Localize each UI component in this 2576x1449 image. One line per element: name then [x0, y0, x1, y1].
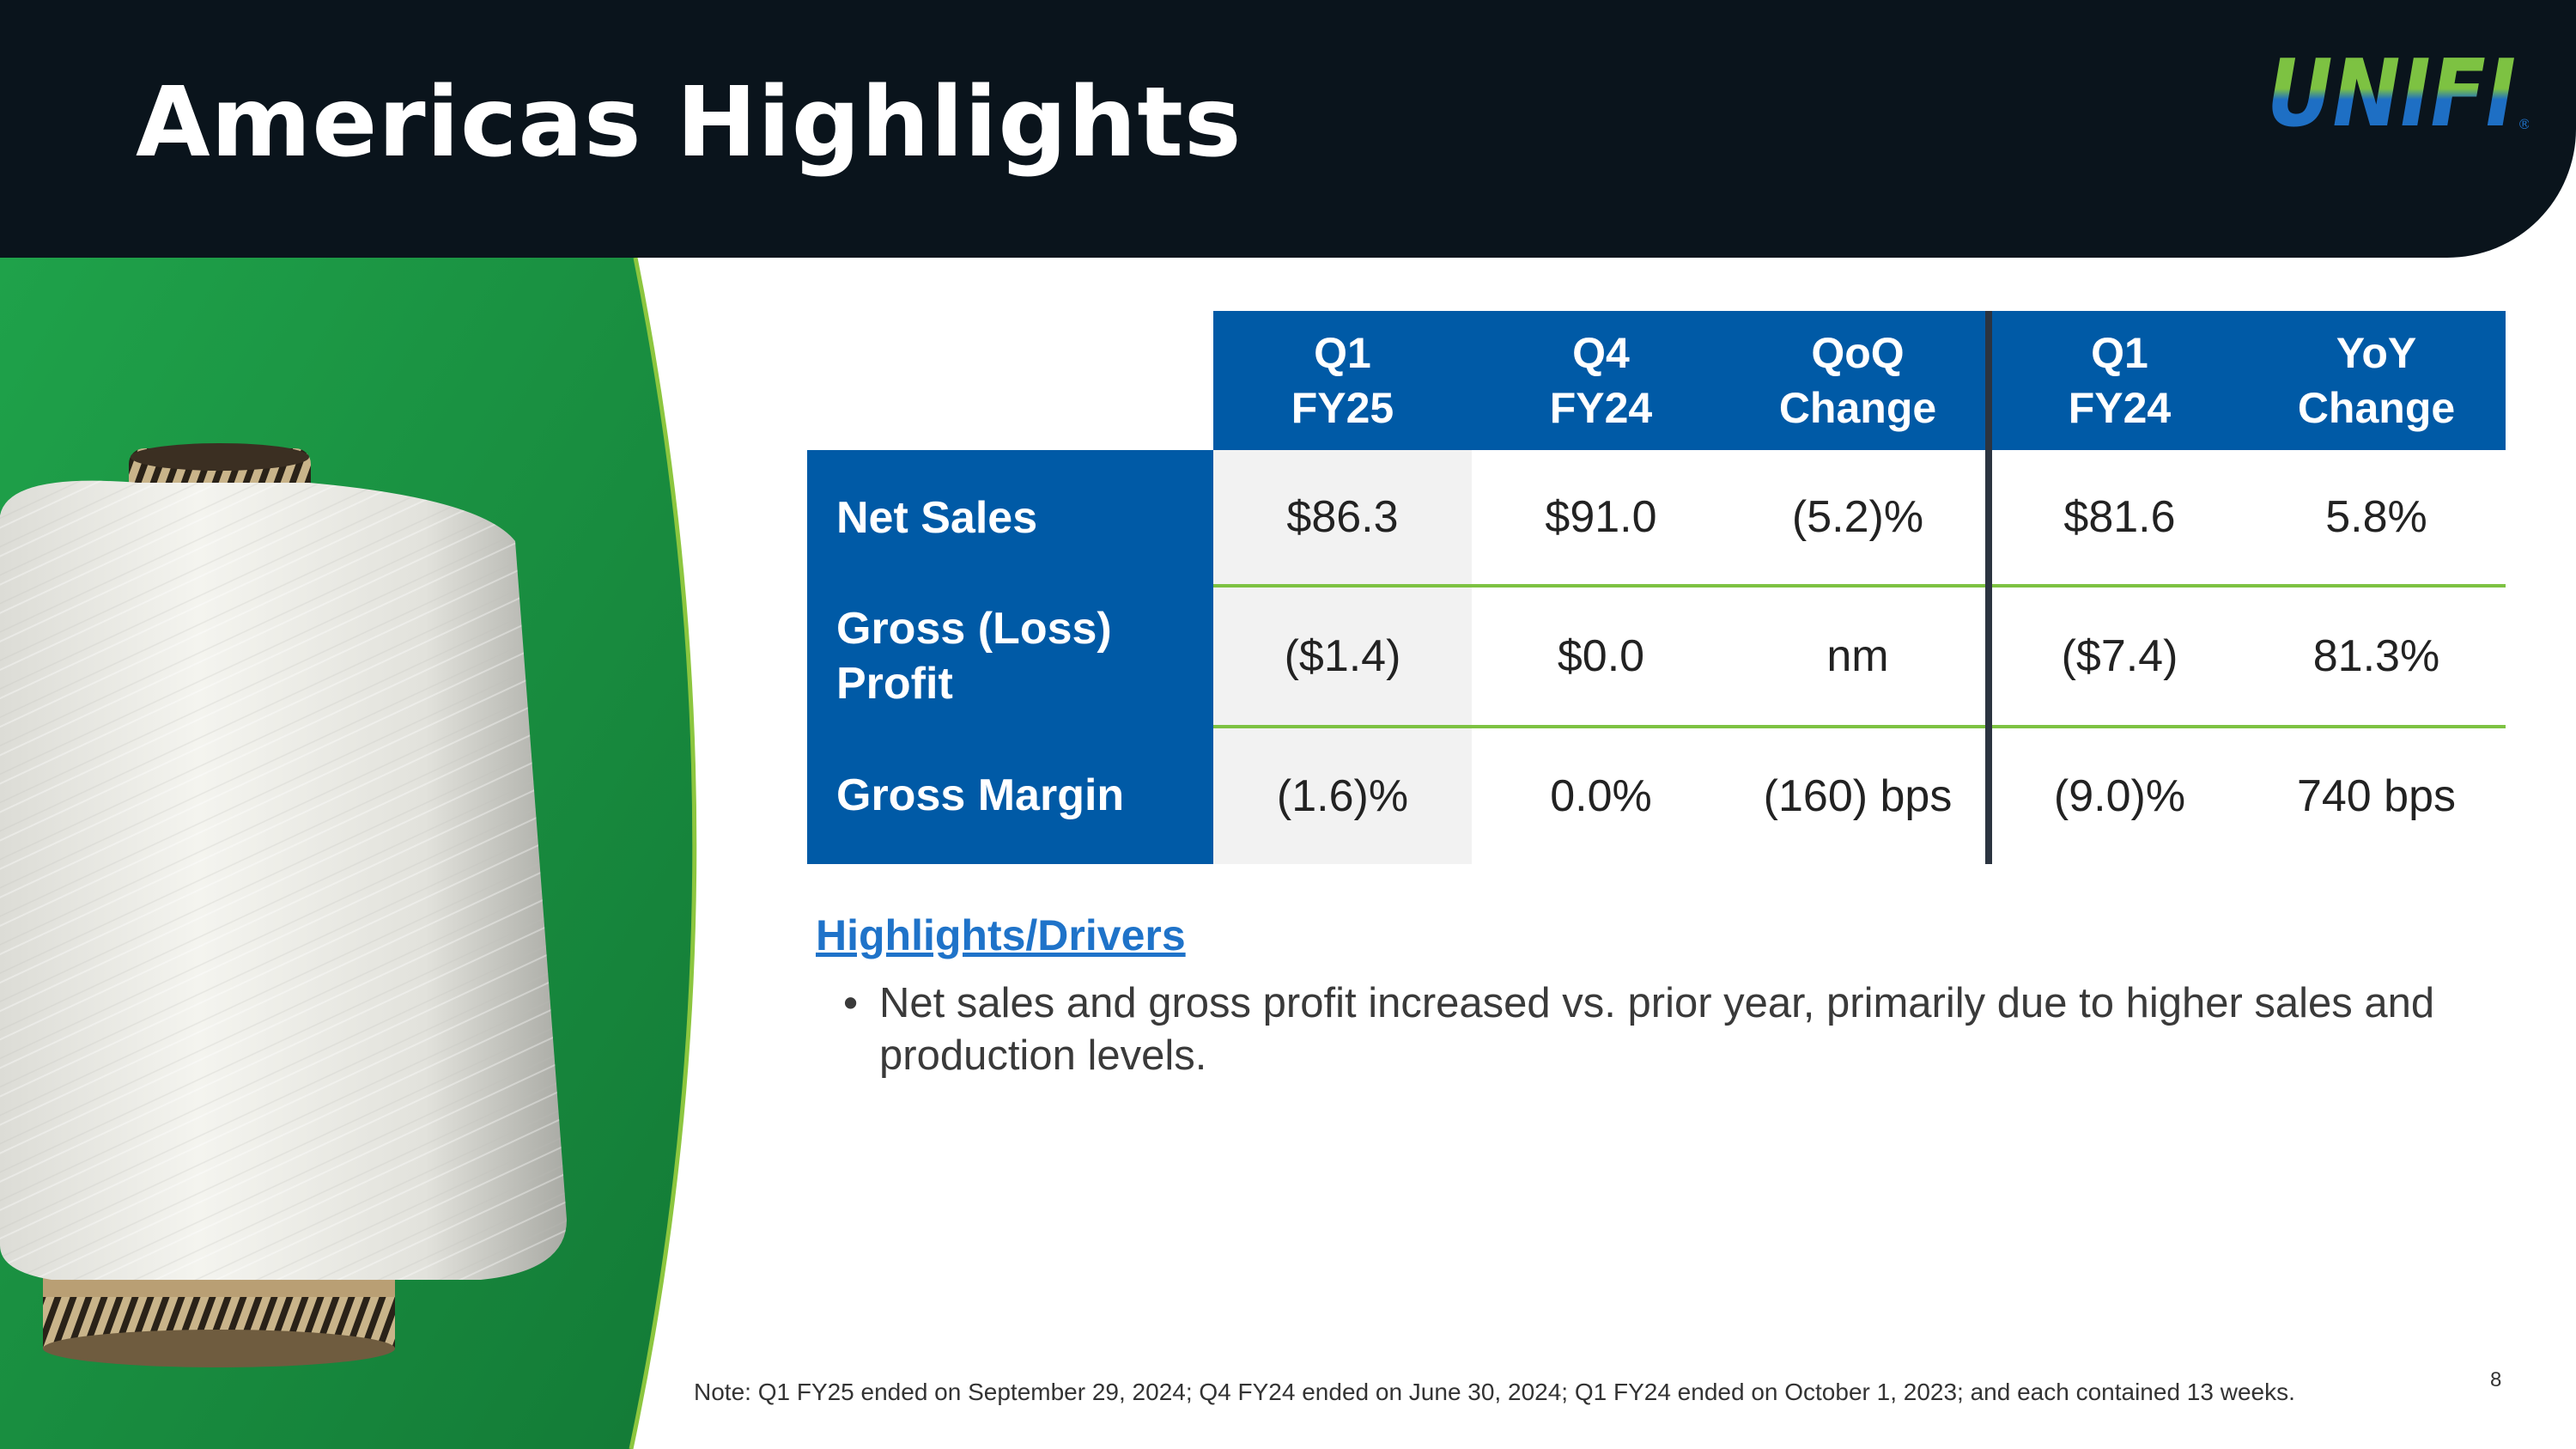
table-cell: (9.0)%	[1985, 727, 2247, 864]
table-cell: 81.3%	[2247, 586, 2506, 728]
row-label: Net Sales	[807, 450, 1213, 586]
column-header: Q1 FY24	[1985, 311, 2247, 450]
table-corner	[807, 311, 1213, 450]
table-cell: (5.2)%	[1730, 450, 1989, 588]
page-title: Americas Highlights	[136, 67, 1242, 179]
bullet-text: Net sales and gross profit increased vs.…	[879, 980, 2435, 1079]
financial-table: Q1 FY25 Q4 FY24 QoQ Change Q1 FY24 YoY Change…	[807, 311, 2506, 864]
table-cell: 740 bps	[2296, 771, 2457, 821]
table-cell: (1.6)%	[1213, 727, 1472, 864]
table-cell: (160) bps	[1763, 771, 1953, 821]
table-cell: $91.0	[1472, 450, 1730, 588]
table-row: Gross (Loss) Profit ($1.4) $0.0 nm ($7.4)…	[807, 586, 2506, 728]
table-cell: $0.0	[1472, 586, 1730, 728]
table-cell: ($1.4)	[1213, 586, 1472, 728]
drivers-heading-link[interactable]: Highlights/Drivers	[816, 911, 1186, 959]
logo-wordmark: UNIFI	[2267, 45, 2516, 135]
table-cell: $86.3	[1213, 450, 1472, 588]
page-number: 8	[2490, 1368, 2502, 1391]
yarn-spool-photo	[0, 258, 697, 1449]
table-cell: 5.8%	[2247, 450, 2506, 588]
header-bar: Americas Highlights UNIFI ®	[0, 0, 2576, 258]
footnote: Note: Q1 FY25 ended on September 29, 202…	[694, 1379, 2295, 1405]
row-label: Gross Margin	[807, 727, 1213, 864]
logo-trademark: ®	[2518, 116, 2529, 132]
column-header: Q1 FY25	[1213, 311, 1472, 450]
column-header: Q4 FY24	[1472, 311, 1730, 450]
table-header-row: Q1 FY25 Q4 FY24 QoQ Change Q1 FY24 YoY Change	[807, 311, 2506, 450]
bullet-icon: •	[843, 980, 859, 1026]
column-header: YoY Change	[2247, 311, 2506, 450]
column-header: QoQ Change	[1730, 311, 1989, 450]
driver-bullet: • Net sales and gross profit increased v…	[843, 977, 2442, 1082]
table-row: Gross Margin (1.6)% 0.0% (160) bps (9.0)…	[807, 727, 2506, 864]
table-cell: $81.6	[1985, 450, 2247, 588]
table-cell: 0.0%	[1550, 771, 1652, 821]
unifi-logo: UNIFI ®	[2267, 45, 2529, 135]
table-cell: ($7.4)	[1985, 586, 2247, 728]
table-row: Net Sales $86.3 $91.0 (5.2)% $81.6 5.8%	[807, 450, 2506, 588]
row-label: Gross (Loss) Profit	[807, 586, 1213, 727]
table-cell: nm	[1730, 586, 1989, 728]
